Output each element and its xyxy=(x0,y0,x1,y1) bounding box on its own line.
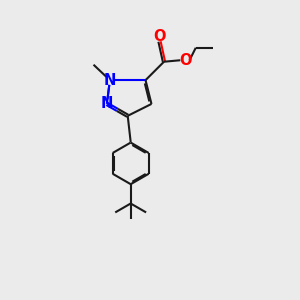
Text: N: N xyxy=(104,73,116,88)
Text: O: O xyxy=(153,29,166,44)
Text: O: O xyxy=(179,53,192,68)
Text: N: N xyxy=(101,96,113,111)
